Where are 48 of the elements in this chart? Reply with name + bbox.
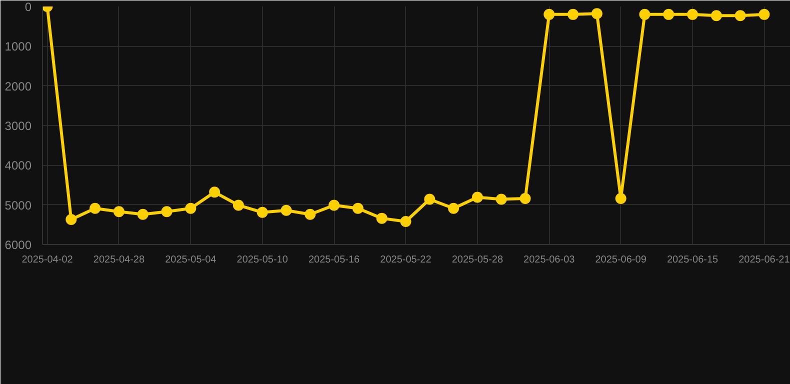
y-tick-label: 1000 [4, 40, 32, 54]
x-tick-label: 2025-05-16 [308, 254, 360, 266]
x-tick-label: 2025-06-21 [738, 254, 790, 266]
point [687, 8, 698, 20]
point [280, 204, 292, 216]
point [639, 8, 650, 20]
point [424, 194, 436, 205]
x-tick-label: 2025-04-28 [93, 254, 145, 266]
point [758, 8, 770, 20]
y-tick-label: 3000 [4, 119, 32, 133]
point [710, 10, 722, 22]
point [113, 206, 124, 218]
y-tick-label: 4000 [4, 158, 32, 173]
point [520, 192, 531, 204]
point [304, 208, 316, 220]
y-tick-label: 0 [24, 0, 32, 14]
point [591, 8, 602, 20]
point [209, 186, 220, 198]
x-tick-label: 2025-06-03 [524, 254, 576, 266]
point [90, 202, 101, 214]
point [328, 200, 340, 211]
point [448, 202, 460, 214]
point [544, 8, 555, 20]
point [256, 206, 268, 218]
point [568, 8, 579, 20]
y-tick-label: 6000 [4, 238, 32, 252]
x-tick-label: 2025-05-22 [380, 254, 432, 266]
point [400, 216, 412, 227]
y-tick-label: 5000 [4, 198, 32, 212]
x-tick-label: 2025-06-15 [666, 254, 719, 266]
point [663, 8, 674, 20]
point [472, 192, 483, 203]
x-tick-label: 2025-05-04 [165, 254, 217, 266]
y-tick-label: 2000 [4, 79, 32, 94]
point [496, 194, 507, 205]
point [232, 200, 244, 211]
point [376, 212, 388, 224]
point [137, 208, 148, 220]
point [185, 202, 196, 214]
point [615, 192, 626, 204]
point [66, 214, 77, 225]
x-tick-label: 2025-05-10 [236, 254, 288, 266]
x-tick-label: 2025-06-09 [595, 254, 647, 266]
x-tick-label: 2025-04-02 [22, 254, 74, 266]
point [161, 206, 172, 218]
point [352, 202, 364, 214]
x-tick-label: 2025-05-28 [452, 254, 504, 266]
point [734, 10, 746, 22]
